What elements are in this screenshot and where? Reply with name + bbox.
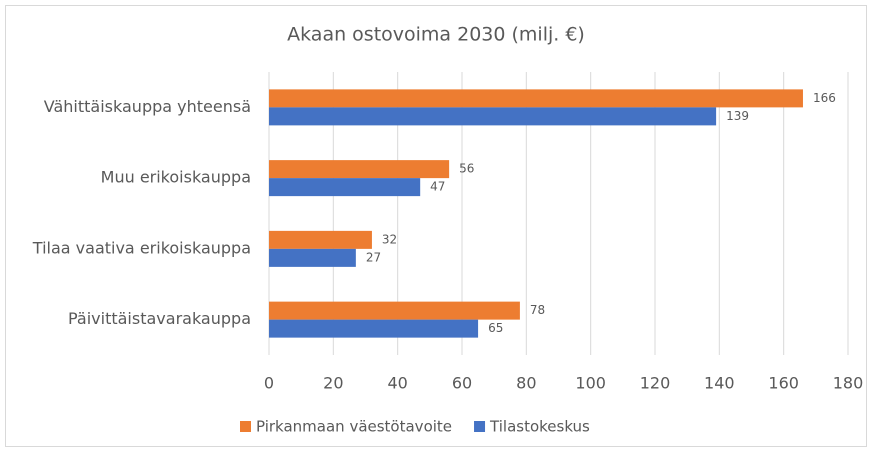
legend-label: Tilastokeskus [489, 418, 590, 436]
x-tick-label: 180 [833, 374, 864, 393]
x-tick-label: 80 [516, 374, 536, 393]
bar [269, 107, 717, 126]
bar [269, 301, 520, 320]
x-tick-label: 100 [575, 374, 606, 393]
bar [269, 89, 803, 108]
x-tick-label: 160 [768, 374, 799, 393]
x-tick-label: 40 [387, 374, 407, 393]
x-tick-label: 0 [264, 374, 274, 393]
y-tick-label: Vähittäiskauppa yhteensä [44, 97, 251, 116]
bar [269, 178, 421, 197]
data-label: 139 [726, 109, 749, 123]
y-tick-label: Muu erikoiskauppa [101, 168, 251, 187]
legend-swatch [474, 421, 486, 432]
legend-label: Pirkanmaan väestötavoite [256, 418, 452, 436]
data-label: 65 [488, 321, 503, 335]
chart-border [5, 5, 867, 447]
bar [269, 319, 479, 338]
data-label: 32 [382, 232, 397, 246]
x-tick-label: 140 [704, 374, 735, 393]
data-label: 166 [813, 91, 836, 105]
chart-title: Akaan ostovoima 2030 (milj. €) [287, 24, 585, 46]
x-tick-label: 60 [452, 374, 472, 393]
bar [269, 230, 372, 249]
bar [269, 248, 356, 267]
data-label: 78 [530, 303, 545, 317]
data-label: 27 [366, 250, 381, 264]
x-tick-label: 120 [640, 374, 671, 393]
y-tick-label: Tilaa vaativa erikoiskauppa [32, 238, 251, 257]
legend-swatch [240, 421, 251, 432]
data-label: 47 [430, 180, 445, 194]
bar [269, 160, 450, 179]
data-label: 56 [459, 162, 474, 176]
x-tick-label: 20 [323, 374, 343, 393]
y-tick-label: Päivittäistavarakauppa [68, 309, 251, 328]
